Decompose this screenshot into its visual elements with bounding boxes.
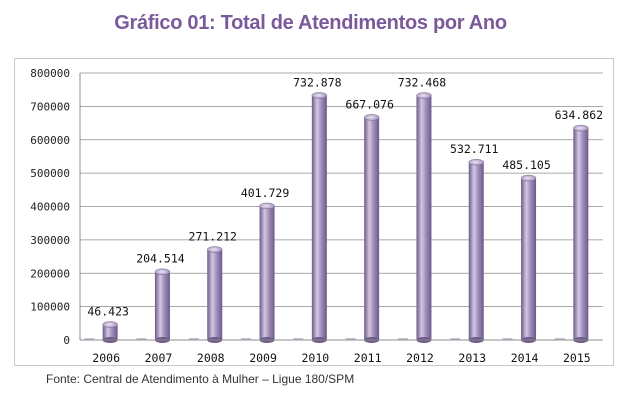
data-label: 46.423: [87, 305, 129, 319]
bar-cap: [311, 92, 328, 99]
bar: [207, 249, 223, 340]
y-tick-label: 200000: [30, 267, 70, 280]
bar-base: [502, 338, 513, 340]
x-tick-label: 2012: [406, 351, 434, 365]
data-label: 532.711: [450, 142, 499, 156]
chart-title: Gráfico 01: Total de Atendimentos por An…: [114, 12, 507, 34]
bar: [102, 324, 118, 340]
data-label: 401.729: [241, 186, 290, 200]
source-note: Fonte: Central de Atendimento à Mulher –…: [46, 372, 355, 386]
x-tick-label: 2007: [145, 351, 173, 365]
x-tick-label: 2014: [511, 351, 539, 365]
data-label: 634.862: [555, 108, 603, 122]
data-label: 485.105: [502, 158, 550, 172]
bar-cap: [102, 321, 118, 328]
data-label: 732.878: [293, 75, 342, 89]
bar-base: [241, 338, 252, 340]
data-label: 204.514: [136, 252, 185, 266]
bar-base: [84, 338, 95, 340]
bar: [259, 205, 275, 340]
bar: [364, 117, 380, 340]
bar: [521, 178, 537, 340]
bar-cap: [363, 114, 380, 121]
bar-base: [554, 338, 565, 340]
x-tick-label: 2013: [458, 351, 486, 365]
bar-cap: [520, 174, 537, 182]
bar-cap: [154, 268, 171, 275]
bar: [416, 95, 432, 340]
bar-cap: [207, 246, 223, 253]
bar-cap: [468, 159, 484, 166]
y-tick-label: 100000: [30, 301, 70, 314]
y-tick-label: 800000: [30, 67, 70, 80]
y-tick-label: 700000: [30, 100, 70, 113]
bar-base: [188, 338, 199, 340]
bar-base: [450, 338, 461, 340]
x-tick-label: 2008: [197, 351, 225, 365]
data-label: 667.076: [345, 97, 394, 111]
bar-base: [345, 338, 356, 340]
x-tick-label: 2015: [563, 351, 591, 365]
x-tick-label: 2006: [92, 351, 120, 365]
bar-cap: [573, 124, 589, 132]
bar-base: [397, 338, 408, 340]
bar-cap: [416, 92, 432, 99]
bar-base: [136, 338, 147, 340]
bar: [311, 95, 327, 340]
bar: [468, 162, 484, 340]
y-tick-label: 400000: [30, 201, 70, 214]
bar-cap: [259, 202, 275, 210]
y-tick-label: 500000: [30, 167, 70, 180]
y-tick-label: 0: [63, 334, 70, 347]
y-tick-label: 600000: [30, 134, 70, 147]
x-tick-label: 2009: [249, 351, 277, 365]
x-tick-label: 2010: [301, 351, 329, 365]
data-label: 271.212: [189, 229, 237, 243]
bar: [573, 128, 589, 340]
bar-base: [293, 338, 304, 340]
y-tick-label: 300000: [30, 234, 70, 247]
bar: [154, 271, 170, 340]
x-tick-label: 2011: [354, 351, 382, 365]
data-label: 732.468: [398, 76, 447, 90]
